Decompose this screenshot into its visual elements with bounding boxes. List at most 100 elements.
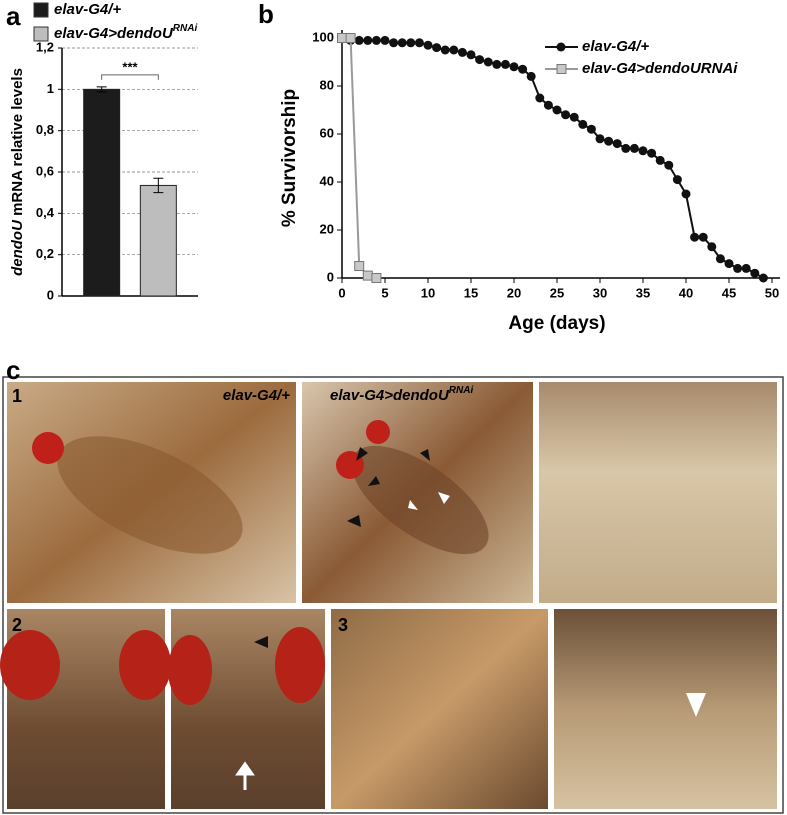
point: [655, 155, 665, 165]
point: [724, 259, 734, 269]
x-tick-label: 20: [507, 285, 521, 300]
point: [578, 119, 588, 129]
point: [561, 110, 571, 120]
significance-label: ***: [122, 59, 138, 74]
arrowhead: [254, 636, 268, 648]
photo-scutellum-control: [331, 609, 548, 809]
error-bar: [96, 86, 107, 93]
legend-label: elav-G4>dendoURNAi: [582, 60, 738, 77]
point: [345, 33, 356, 43]
panel-frame: [2, 376, 784, 814]
point: [414, 38, 424, 48]
point: [440, 45, 450, 55]
photo-scutellum-rnai: [554, 609, 777, 809]
point: [389, 38, 399, 48]
photo-caption: elav-G4/+: [223, 387, 290, 404]
caption-superscript: RNAi: [449, 385, 474, 396]
fly-body: [351, 445, 489, 555]
point: [423, 40, 433, 50]
photo-caption: elav-G4>dendoURNAi: [330, 385, 473, 404]
x-tick-label: 45: [722, 285, 736, 300]
fly-eye: [32, 432, 64, 464]
point: [457, 47, 467, 57]
point: [535, 93, 545, 103]
point: [406, 38, 416, 48]
y-axis-label: % Survivorship: [279, 89, 300, 227]
fly-eye: [275, 627, 325, 703]
series-line: [342, 37, 377, 279]
point: [362, 270, 373, 281]
point: [690, 232, 700, 242]
point: [758, 273, 768, 283]
y-axis-label-part: mRNA relative levels: [9, 68, 26, 220]
y-tick-label: 100: [312, 29, 334, 44]
legend-text: elav-G4>dendoU: [54, 25, 174, 42]
point: [621, 143, 631, 153]
point: [552, 105, 562, 115]
point: [543, 100, 553, 110]
legend-swatch: [33, 2, 49, 18]
point: [500, 59, 510, 69]
point: [466, 50, 476, 60]
fly-eye: [119, 630, 171, 700]
row-label: 3: [338, 615, 348, 635]
y-axis-label-part: dendoU: [9, 219, 26, 276]
point: [397, 38, 407, 48]
arrowhead: [686, 693, 706, 717]
point: [638, 146, 648, 156]
point: [518, 64, 528, 74]
significance-bracket: [101, 74, 159, 80]
x-tick-label: 40: [679, 285, 693, 300]
point: [449, 45, 459, 55]
x-tick-label: 35: [636, 285, 650, 300]
legend-marker: [556, 42, 566, 52]
point: [509, 62, 519, 72]
point: [733, 263, 743, 273]
legend-label: elav-G4/+: [582, 38, 649, 55]
y-tick-label: 80: [320, 77, 334, 92]
legend-label: elav-G4>dendoURNAi: [54, 23, 197, 42]
point: [586, 124, 596, 134]
fly-eye: [168, 635, 212, 705]
panel-label: c: [6, 355, 20, 385]
point: [664, 160, 674, 170]
point: [526, 71, 536, 81]
point: [715, 254, 725, 264]
row-label: 2: [12, 615, 22, 635]
bar: [139, 184, 177, 297]
point: [681, 189, 691, 199]
point: [492, 59, 502, 69]
y-tick-label: 1,2: [36, 39, 54, 54]
point: [707, 242, 717, 252]
legend-superscript: RNAi: [173, 23, 198, 34]
arrow: [235, 761, 255, 790]
y-tick-label: 0,4: [36, 205, 55, 220]
photo-wings: [539, 382, 777, 603]
row-label: 1: [12, 386, 22, 406]
arrow: [347, 449, 430, 527]
point: [475, 55, 485, 65]
point: [595, 134, 605, 144]
x-tick-label: 15: [464, 285, 478, 300]
y-axis-label: dendoU mRNA relative levels: [9, 68, 26, 276]
point: [354, 261, 365, 271]
legend-text: elav-G4/+: [54, 1, 121, 18]
caption-text: elav-G4>dendoU: [330, 387, 450, 404]
arrowhead: [356, 447, 380, 486]
point: [741, 263, 751, 273]
point: [483, 57, 493, 67]
point: [672, 175, 682, 185]
y-tick-label: 0: [47, 287, 54, 302]
point: [647, 148, 657, 158]
y-tick-label: 20: [320, 221, 334, 236]
point: [612, 139, 622, 149]
point: [750, 268, 760, 278]
y-tick-label: 0: [327, 269, 334, 284]
y-tick-label: 0,6: [36, 163, 54, 178]
panel-c: c 1 2 3 elav-G4/+ elav-G4>dendoURNAi: [0, 355, 784, 814]
point: [363, 35, 373, 45]
point: [569, 112, 579, 122]
x-tick-label: 5: [381, 285, 388, 300]
point: [629, 143, 639, 153]
